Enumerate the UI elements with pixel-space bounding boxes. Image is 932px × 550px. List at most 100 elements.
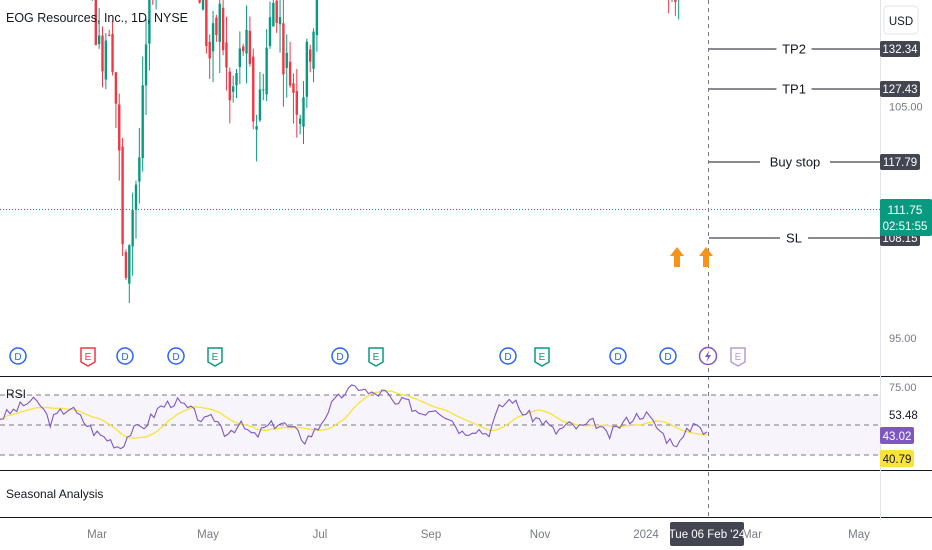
earnings-marker-icon[interactable] xyxy=(207,347,223,367)
time-tick-label: Jul xyxy=(313,529,328,541)
crosshair-date-badge xyxy=(670,522,744,546)
candle-body xyxy=(208,41,211,59)
candle-body xyxy=(288,61,292,86)
dividend-marker-icon[interactable] xyxy=(659,347,677,365)
rsi-value-text: 43.02 xyxy=(883,431,912,443)
rsi-ma-line xyxy=(0,390,707,439)
earnings-marker-letter: E xyxy=(85,352,92,363)
level-name-label: SL xyxy=(786,231,802,246)
dividend-marker-letter: D xyxy=(172,352,179,363)
time-tick-label: Sep xyxy=(421,529,441,541)
rsi-upper-value: 53.48 xyxy=(889,410,918,422)
candle-body xyxy=(218,3,221,42)
currency-button-bg[interactable] xyxy=(883,5,919,35)
earnings-marker-icon[interactable] xyxy=(534,347,550,367)
level-name-label: TP1 xyxy=(782,82,806,97)
time-axis: Mar May Jul Sep Nov 2024 Mar May Tue 06 Feb '24 xyxy=(87,522,870,546)
dividend-marker-letter: D xyxy=(121,352,128,363)
rsi-pane: 75.00 53.48 43.02 40.79 xyxy=(0,382,918,467)
dividend-marker-icon[interactable] xyxy=(331,347,349,365)
candle-body xyxy=(97,35,101,45)
candle-body xyxy=(255,126,258,130)
candle-body xyxy=(114,72,118,104)
candle-body xyxy=(292,83,295,93)
candle-body xyxy=(282,23,285,75)
candle-body xyxy=(215,17,218,36)
candle-body xyxy=(128,245,131,284)
candle-body xyxy=(134,184,138,210)
candle-body xyxy=(111,33,114,72)
entry-arrows xyxy=(670,247,713,267)
candle-body xyxy=(231,86,235,92)
candle-body xyxy=(305,41,309,97)
last-price-text: 111.75 xyxy=(888,203,923,217)
candle-body xyxy=(258,89,262,121)
candle-body xyxy=(121,146,124,245)
candle-body xyxy=(268,17,272,47)
up-arrow-icon xyxy=(670,247,684,267)
candle-body xyxy=(211,23,215,52)
time-tick-label: Mar xyxy=(87,529,107,541)
level-price-badge xyxy=(880,41,920,57)
level-price-badge xyxy=(880,81,920,97)
currency-label[interactable]: USD xyxy=(889,16,913,28)
rsi-tick-label: 75.00 xyxy=(889,382,917,394)
last-price-badge xyxy=(880,199,932,236)
dividend-marker-letter: D xyxy=(14,352,21,363)
earnings-marker-letter: E xyxy=(212,352,219,363)
candle-body xyxy=(198,0,201,3)
candle-body xyxy=(309,49,312,62)
dividend-marker-letter: D xyxy=(664,352,671,363)
earnings-marker-icon[interactable] xyxy=(368,347,384,367)
earnings-marker-letter: E xyxy=(539,352,546,363)
candlestick-series xyxy=(91,0,680,304)
dividend-marker-icon[interactable] xyxy=(9,347,27,365)
dividend-marker-icon[interactable] xyxy=(609,347,627,365)
time-tick-label: Nov xyxy=(530,529,551,541)
candle-body xyxy=(242,46,245,52)
crosshair-date-text: Tue 06 Feb '24 xyxy=(669,529,746,541)
candle-body xyxy=(108,35,111,37)
lightning-icon xyxy=(705,350,711,362)
candle-body xyxy=(252,56,255,122)
candle-body xyxy=(295,91,298,115)
time-tick-label: 2024 xyxy=(633,529,659,541)
up-arrow-icon xyxy=(699,247,713,267)
dividend-marker-icon[interactable] xyxy=(167,347,185,365)
candle-body xyxy=(104,40,108,80)
candle-body xyxy=(235,72,238,86)
rsi-ma-badge xyxy=(880,450,914,467)
candle-body xyxy=(205,0,208,47)
candle-body xyxy=(674,0,677,3)
candle-body xyxy=(101,35,104,72)
earnings-marker-letter: E xyxy=(735,352,742,363)
earnings-marker-icon[interactable] xyxy=(80,347,96,367)
candle-body xyxy=(312,31,315,69)
rsi-value-badge xyxy=(880,427,914,444)
candle-body xyxy=(138,157,141,182)
dividend-marker-letter: D xyxy=(504,352,511,363)
candle-body xyxy=(228,71,231,101)
candle-body xyxy=(285,52,288,68)
dividend-marker-icon[interactable] xyxy=(116,347,134,365)
candle-body xyxy=(315,0,319,36)
candle-body xyxy=(245,29,248,54)
candle-body xyxy=(262,89,265,91)
candle-body xyxy=(141,85,144,159)
level-name-label: TP2 xyxy=(782,42,806,57)
candle-body xyxy=(275,0,278,23)
earnings-marker-icon[interactable] xyxy=(730,347,746,367)
candle-body xyxy=(278,17,282,25)
candle-body xyxy=(221,7,225,51)
dividend-marker-letter: D xyxy=(614,352,621,363)
price-tick-label: 105.00 xyxy=(889,102,923,114)
time-tick-label: Mar xyxy=(742,529,762,541)
candle-body xyxy=(302,97,305,127)
rsi-line xyxy=(0,384,708,450)
candle-body xyxy=(131,210,134,247)
candle-body xyxy=(248,30,252,64)
dividend-marker-icon[interactable] xyxy=(499,347,517,365)
